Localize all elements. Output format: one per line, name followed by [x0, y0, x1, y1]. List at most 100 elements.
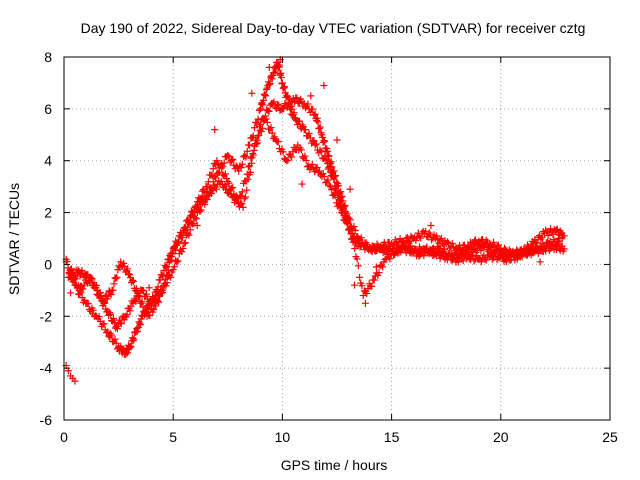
chart-title: Day 190 of 2022, Sidereal Day-to-day VTE… [81, 20, 586, 36]
data-point [335, 189, 343, 197]
data-point [275, 101, 283, 109]
data-point [309, 105, 317, 113]
data-point [214, 169, 222, 177]
data-point [508, 251, 516, 259]
data-point [226, 187, 234, 195]
data-point [316, 124, 324, 132]
data-point [268, 129, 276, 137]
data-point [309, 137, 317, 145]
data-point [321, 137, 329, 145]
data-point [316, 167, 324, 175]
data-point [134, 327, 142, 335]
data-point [254, 139, 262, 147]
data-point [95, 313, 103, 321]
data-point [267, 124, 275, 132]
data-point [422, 227, 430, 235]
data-point [185, 231, 193, 239]
data-point [312, 140, 320, 148]
data-point [283, 103, 291, 111]
data-point [266, 125, 274, 133]
data-point [513, 255, 521, 263]
data-point [201, 195, 209, 203]
grid [64, 57, 610, 420]
data-point [244, 163, 252, 171]
data-point [404, 246, 412, 254]
data-point [325, 152, 333, 160]
data-point [92, 284, 100, 292]
data-point [277, 73, 285, 81]
data-point [378, 245, 386, 253]
data-point [427, 250, 435, 258]
data-point [147, 302, 155, 310]
data-point [558, 229, 566, 237]
data-point [362, 239, 370, 247]
data-point [337, 188, 345, 196]
data-point [250, 146, 258, 154]
data-point [302, 156, 310, 164]
data-point [541, 244, 549, 252]
data-point [248, 134, 256, 142]
data-point [356, 243, 364, 251]
data-point [237, 164, 245, 172]
data-point [428, 245, 436, 253]
data-point [459, 257, 467, 265]
data-point [393, 249, 401, 257]
data-point [354, 262, 362, 270]
data-point [320, 82, 328, 90]
data-point [402, 234, 410, 242]
y-tick-label: 4 [44, 153, 52, 169]
data-point [536, 247, 544, 255]
data-point [386, 255, 394, 263]
data-point [223, 175, 231, 183]
data-point [238, 200, 246, 208]
data-point [471, 237, 479, 245]
data-point [341, 201, 349, 209]
x-tick-label: 25 [602, 429, 618, 445]
data-point [209, 165, 217, 173]
data-point [278, 79, 286, 87]
data-point [113, 273, 121, 281]
data-point [244, 175, 252, 183]
data-point [336, 204, 344, 212]
data-point [481, 255, 489, 263]
data-point [170, 263, 178, 271]
data-point [243, 186, 251, 194]
data-point [269, 99, 277, 107]
data-point [189, 213, 197, 221]
data-point [255, 131, 263, 139]
data-point [348, 229, 356, 237]
data-point [328, 163, 336, 171]
data-point [106, 333, 114, 341]
data-point [295, 117, 303, 125]
data-point [83, 278, 91, 286]
data-point [249, 150, 257, 158]
data-point [227, 157, 235, 165]
data-point [308, 161, 316, 169]
tick-marks [63, 56, 611, 421]
data-point [317, 148, 325, 156]
data-point [75, 286, 83, 294]
data-point [181, 239, 189, 247]
data-point [284, 156, 292, 164]
data-point [257, 100, 265, 108]
data-point [132, 297, 140, 305]
data-point [136, 319, 144, 327]
data-point [318, 133, 326, 141]
data-point [178, 233, 186, 241]
data-point [193, 222, 201, 230]
data-point [242, 153, 250, 161]
data-point [111, 335, 119, 343]
data-point [107, 291, 115, 299]
data-point [132, 284, 140, 292]
data-point [74, 266, 82, 274]
data-point [283, 91, 291, 99]
data-point [281, 83, 289, 91]
data-point [461, 252, 469, 260]
data-point [221, 170, 229, 178]
data-point [241, 152, 249, 160]
y-axis-label: SDTVAR / TECUs [6, 183, 22, 295]
y-tick-label: 2 [44, 205, 52, 221]
data-point [353, 255, 361, 263]
data-point [350, 281, 358, 289]
data-point [330, 167, 338, 175]
